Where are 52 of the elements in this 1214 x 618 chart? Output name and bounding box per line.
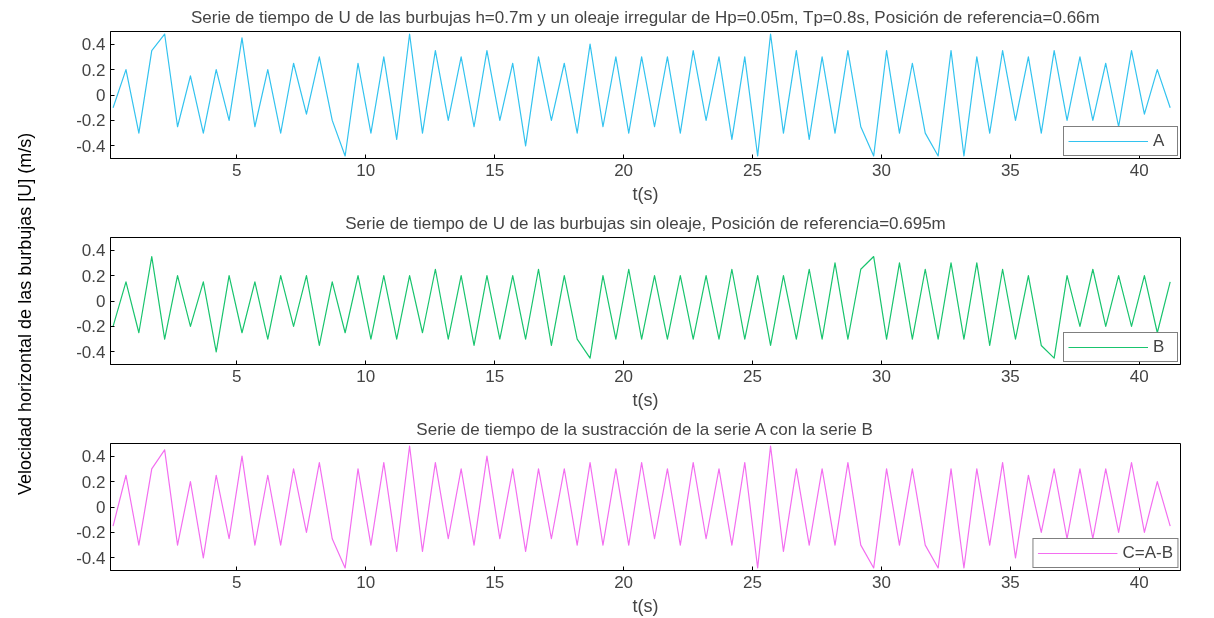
y-tick-label: 0.2: [81, 60, 106, 80]
x-tick-label: 25: [743, 572, 762, 592]
x-tick-label: 5: [232, 572, 242, 592]
x-tick-label: 20: [614, 160, 634, 180]
y-tick-label: 0: [96, 86, 106, 105]
x-tick-label: 30: [871, 572, 891, 592]
legend-label: A: [1153, 131, 1166, 151]
y-tick-label: -0.2: [76, 317, 106, 337]
y-tick-label: -0.4: [76, 342, 106, 362]
y-tick-label: 0: [96, 292, 106, 311]
x-tick-label: 40: [1129, 366, 1149, 386]
y-tick-label: -0.2: [76, 111, 106, 131]
y-tick-label: -0.4: [76, 548, 106, 568]
x-tick-label: 35: [1000, 366, 1020, 386]
x-axis-title: t(s): [632, 183, 659, 204]
chart-title: Serie de tiempo de U de las burbujas sin oleaje, Posición de referencia=0.695m: [345, 213, 946, 233]
x-tick-label: 40: [1129, 572, 1149, 592]
x-tick-label: 5: [232, 366, 242, 386]
x-tick-label: 40: [1129, 160, 1149, 180]
x-axis-title: t(s): [632, 389, 659, 410]
x-tick-label: 25: [743, 160, 762, 180]
x-tick-label: 25: [743, 366, 762, 386]
y-tick-label: 0.4: [81, 35, 106, 55]
x-tick-label: 30: [871, 366, 891, 386]
x-tick-label: 15: [485, 366, 505, 386]
y-tick-label: 0.2: [81, 266, 106, 286]
chart-title: Serie de tiempo de U de las burbujas h=0.7m y un oleaje irregular de Hp=0.05m, Tp=0.8s, Posición de referencia=0.66m: [190, 7, 1100, 27]
y-tick-label: -0.2: [76, 523, 106, 543]
x-tick-label: 35: [1000, 160, 1020, 180]
line-series: [112, 255, 1171, 359]
y-tick-label: -0.4: [76, 136, 106, 156]
x-tick-label: 20: [614, 572, 634, 592]
x-axis-title: t(s): [632, 595, 659, 616]
x-tick-label: 20: [614, 366, 634, 386]
y-axis-title: Velocidad horizontal de las burbujas [U] (m/s): [14, 132, 36, 496]
legend-label: C=A-B: [1122, 543, 1173, 563]
x-tick-label: 5: [232, 160, 242, 180]
x-tick-label: 15: [485, 572, 505, 592]
line-series: [112, 33, 1171, 157]
x-tick-label: 35: [1000, 572, 1020, 592]
y-tick-label: 0.4: [81, 241, 106, 261]
line-series: [112, 445, 1171, 569]
x-tick-label: 10: [356, 366, 376, 386]
y-tick-label: 0.2: [81, 472, 106, 492]
y-tick-label: 0: [96, 498, 106, 517]
y-tick-label: 0.4: [81, 447, 106, 467]
legend-label: B: [1153, 337, 1166, 357]
x-tick-label: 15: [485, 160, 505, 180]
chart-title: Serie de tiempo de la sustracción de la serie A con la serie B: [416, 419, 873, 439]
x-tick-label: 10: [356, 160, 376, 180]
x-tick-label: 10: [356, 572, 376, 592]
x-tick-label: 30: [871, 160, 891, 180]
